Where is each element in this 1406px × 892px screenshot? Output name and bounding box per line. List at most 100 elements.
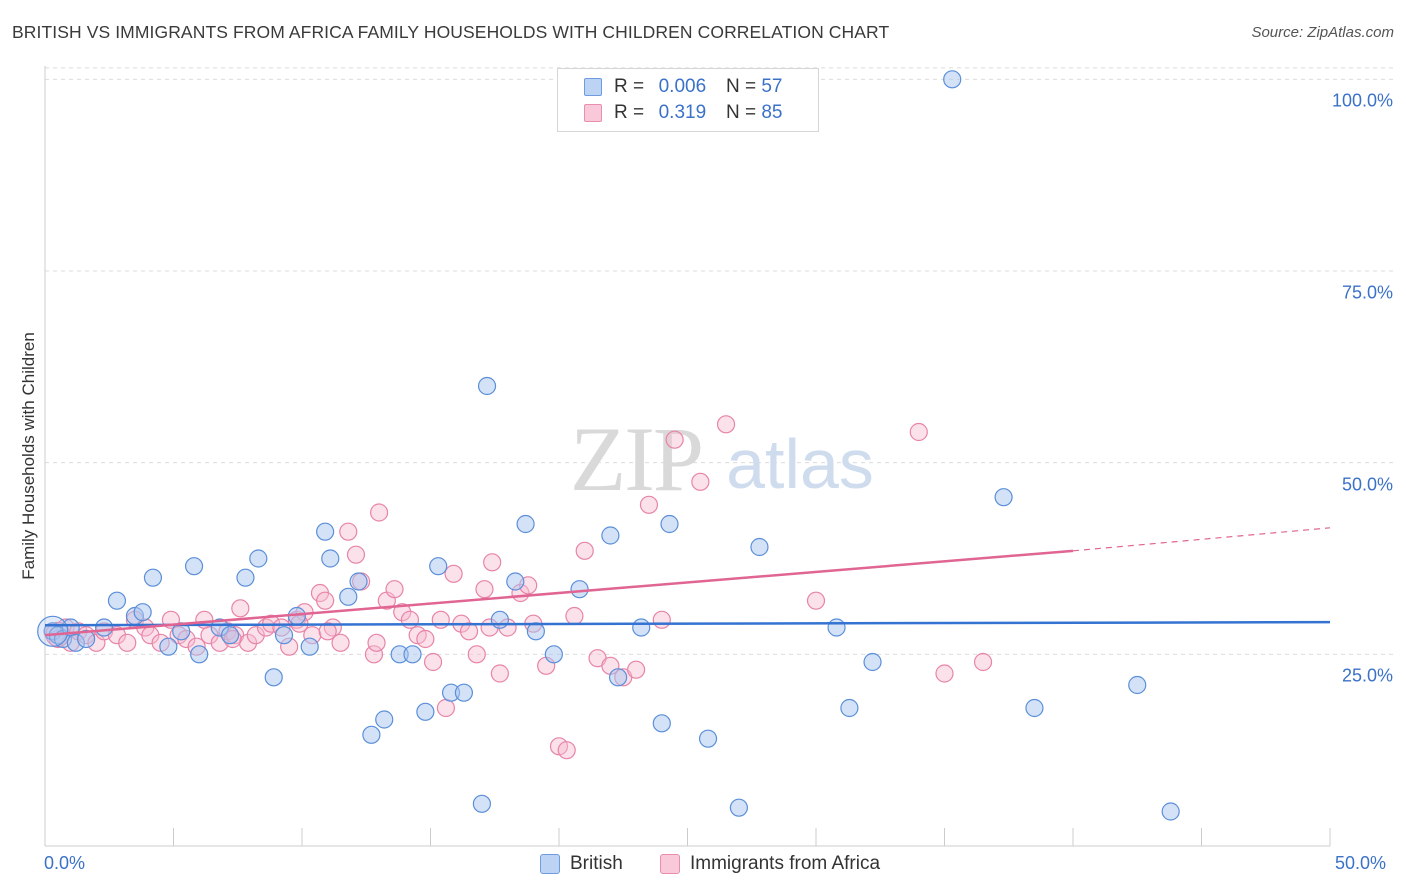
africa-point [318, 622, 337, 641]
x-tick-label-min: 0.0% [44, 853, 86, 873]
africa-swatch [584, 104, 602, 122]
africa-point [316, 591, 335, 610]
africa-point [935, 664, 954, 683]
africa-point [557, 741, 576, 760]
africa-point [459, 622, 479, 641]
british-point [77, 629, 96, 649]
british-point [544, 645, 563, 664]
africa-point [364, 645, 384, 664]
africa-point [393, 603, 412, 622]
british-point [490, 610, 509, 629]
stats-legend: R = 0.006 N = 57 R = 0.319 N = 85 [557, 68, 819, 132]
british-point [526, 622, 545, 641]
british-point [300, 637, 319, 656]
africa-point [973, 652, 993, 672]
legend-row-africa: R = 0.319 N = 85 [584, 102, 782, 124]
africa-point [652, 610, 671, 629]
british-point [570, 580, 589, 599]
british-point [609, 668, 628, 687]
british-point [601, 526, 620, 545]
british-point [1161, 802, 1180, 821]
british-point [1025, 698, 1044, 718]
y-tick-label: 100.0% [1331, 90, 1393, 111]
british-point [321, 549, 340, 568]
british-point [477, 376, 497, 396]
british-point [143, 568, 163, 587]
british-point [236, 568, 255, 587]
africa-point [400, 610, 420, 629]
africa-point [246, 626, 265, 645]
british-n-value: 57 [761, 76, 783, 97]
british-point [403, 645, 422, 664]
british-point [506, 572, 525, 591]
bottom-legend-africa: Immigrants from Africa [660, 852, 880, 876]
british-point [827, 618, 846, 637]
british-point [362, 725, 381, 744]
y-axis-label: Family Households with Children [19, 332, 38, 580]
british-point [133, 603, 152, 622]
british-point [516, 514, 535, 534]
legend-row-british: R = 0.006 N = 57 [584, 76, 782, 98]
africa-point [691, 472, 710, 491]
british-point [840, 698, 859, 718]
british-point [274, 626, 294, 645]
y-tick-label: 25.0% [1341, 665, 1393, 686]
british-point [429, 557, 448, 576]
africa-point [909, 422, 928, 442]
british-point [454, 683, 474, 702]
british-point [249, 549, 268, 568]
africa-point [467, 645, 486, 664]
africa-point [385, 580, 404, 599]
gridlines [45, 67, 1393, 655]
africa-point [423, 652, 443, 672]
africa-point [416, 629, 435, 649]
africa-point [367, 633, 386, 652]
africa-point [639, 495, 659, 514]
africa-r-value: 0.319 [658, 102, 707, 123]
british-point [339, 587, 358, 606]
africa-point [475, 580, 494, 599]
africa-r-label: R = [614, 102, 645, 123]
africa-point [806, 591, 826, 610]
watermark-atlas: atlas [726, 425, 874, 503]
british-n-label: N = [725, 76, 757, 97]
africa-point [483, 553, 502, 572]
trend-lines [44, 527, 1331, 637]
africa-trend-line [44, 549, 1074, 637]
british-point [863, 652, 882, 672]
british-trend-line [44, 620, 1331, 627]
africa-point [665, 430, 684, 449]
british-point [698, 729, 718, 748]
british-point [1128, 675, 1147, 695]
british-point [375, 710, 394, 729]
british-point [729, 798, 749, 817]
africa-n-label: N = [725, 102, 757, 123]
british-point [95, 618, 114, 637]
y-tick-label: 75.0% [1341, 282, 1393, 303]
british-legend-swatch [540, 854, 560, 874]
africa-point [436, 698, 456, 718]
british-point [190, 645, 209, 664]
africa-legend-label: Immigrants from Africa [690, 853, 881, 874]
british-point [472, 794, 491, 813]
africa-n-value: 85 [761, 102, 783, 123]
africa-point [238, 633, 258, 652]
africa-point [231, 599, 250, 618]
british-r-label: R = [614, 76, 645, 97]
british-point [943, 70, 962, 89]
africa-legend-swatch [660, 854, 680, 874]
british-swatch [584, 78, 602, 96]
british-point [416, 702, 435, 721]
british-r-value: 0.006 [658, 76, 707, 97]
british-point [107, 591, 127, 610]
africa-point [575, 541, 594, 560]
africa-point [370, 503, 389, 522]
chart-title: BRITISH VS IMMIGRANTS FROM AFRICA FAMILY… [12, 22, 890, 42]
africa-point [626, 660, 646, 679]
british-point [316, 522, 335, 541]
africa-point [339, 522, 358, 541]
axes [44, 66, 1331, 847]
british-point [220, 626, 240, 645]
africa-point [444, 564, 463, 583]
